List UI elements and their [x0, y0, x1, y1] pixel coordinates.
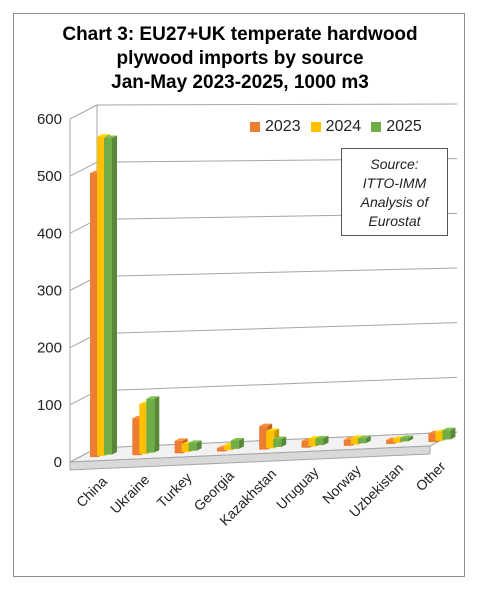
bar-2025-China: [104, 137, 112, 455]
y-tick-label: 200: [37, 340, 62, 357]
x-tick-label: China: [73, 473, 110, 510]
bar-top-2025-China: [104, 135, 117, 138]
bar-2023-Uruguay: [301, 441, 310, 448]
chart-floor-edge: [69, 445, 431, 471]
gridline-side: [69, 104, 98, 120]
source-note: Source: ITTO-IMM Analysis of Eurostat: [341, 148, 448, 236]
x-tick-label: Ukraine: [107, 471, 153, 517]
bar-2023-Uzbekistan: [386, 440, 395, 444]
bar-2023-China: [90, 173, 98, 458]
y-tick-label: 600: [37, 111, 62, 128]
bar-2025-Kazakhstan: [273, 439, 282, 447]
bar-side-2025-Uzbekistan: [408, 435, 414, 442]
source-line-2: ITTO-IMM: [362, 175, 427, 191]
chart-frame: [13, 13, 465, 577]
bar-2024-Georgia: [223, 445, 232, 451]
bar-2024-Uzbekistan: [393, 438, 402, 443]
bar-2024-Kazakhstan: [266, 430, 275, 449]
bar-top-2025-Other: [442, 427, 456, 431]
bar-2024-Turkey: [181, 444, 190, 453]
legend-swatch-2024: [310, 122, 321, 132]
bar-2025-Ukraine: [146, 398, 155, 453]
bar-2025-Uruguay: [315, 438, 324, 446]
bar-top-2025-Norway: [357, 435, 371, 439]
bar-2023-Norway: [343, 439, 352, 446]
x-tick-label: Turkey: [154, 469, 195, 510]
y-tick-label: 100: [37, 397, 62, 414]
x-tick-label: Uruguay: [273, 464, 322, 513]
source-line-3: Analysis of: [360, 194, 429, 210]
legend-label-2024: 2024: [325, 118, 362, 135]
gridline: [96, 322, 458, 335]
bar-top-2024-China: [97, 134, 110, 137]
legend-item-2024: 2024: [310, 118, 362, 136]
chart-title-line-2: plywood imports by source: [116, 48, 364, 69]
bar-top-2023-Kazakhstan: [259, 423, 273, 427]
bar-top-2024-Kazakhstan: [266, 428, 280, 431]
bar-2024-Other: [435, 432, 444, 441]
bar-side-2025-Uruguay: [323, 435, 329, 446]
source-line-4: Eurostat: [368, 213, 421, 229]
chart-title: Chart 3: EU27+UK temperate hardwood plyw…: [0, 23, 480, 95]
bar-side-2025-Turkey: [196, 440, 202, 451]
bar-top-2023-Turkey: [174, 438, 188, 441]
bar-2025-Norway: [357, 438, 366, 444]
bar-side-2025-Kazakhstan: [281, 436, 287, 447]
y-tick-label: 0: [54, 454, 62, 471]
bar-side-2025-Georgia: [238, 437, 244, 449]
bar-top-2025-Georgia: [230, 437, 244, 441]
x-tick-label: Other: [412, 458, 448, 494]
legend-swatch-2023: [250, 122, 260, 132]
y-tick-label: 500: [37, 168, 62, 185]
bar-side-2025-Other: [450, 427, 456, 440]
legend-label-2025: 2025: [386, 118, 422, 135]
bar-top-2025-Turkey: [188, 440, 202, 443]
bar-2025-Uzbekistan: [400, 438, 409, 442]
bar-side-2025-Norway: [365, 435, 371, 444]
y-tick-label: 300: [37, 283, 62, 300]
bar-2024-Ukraine: [139, 404, 148, 454]
legend-item-2023: 2023: [250, 118, 301, 136]
bar-top-2024-Uruguay: [308, 436, 322, 439]
bar-top-2025-Uruguay: [315, 435, 329, 439]
legend-label-2023: 2023: [265, 118, 301, 135]
bar-2023-Other: [428, 433, 437, 443]
bar-top-2025-Kazakhstan: [273, 436, 287, 440]
bar-2023-Kazakhstan: [259, 426, 268, 450]
bar-2024-Norway: [350, 437, 359, 445]
source-line-1: Source:: [370, 156, 419, 172]
gridline: [96, 376, 458, 392]
bar-top-2025-Uzbekistan: [400, 435, 414, 439]
gridline-side: [69, 161, 98, 177]
bar-side-2025-Ukraine: [154, 396, 160, 453]
y-tick-label: 400: [37, 225, 62, 242]
bar-2025-Georgia: [230, 440, 239, 449]
bar-2025-Other: [442, 430, 451, 440]
bar-2024-Uruguay: [308, 438, 317, 447]
bar-2024-China: [97, 136, 105, 456]
legend-swatch-2025: [371, 122, 382, 132]
gridline: [96, 103, 458, 106]
gridline: [96, 267, 458, 277]
legend-item-2025: 2025: [371, 118, 422, 136]
bar-side-2025-China: [112, 135, 117, 455]
bar-2023-Turkey: [174, 440, 183, 454]
legend: 2023 2024 2025: [250, 118, 422, 136]
bar-2023-Georgia: [216, 448, 225, 452]
bar-2025-Turkey: [188, 442, 197, 451]
chart-title-line-3: Jan-May 2023-2025, 1000 m3: [111, 72, 369, 93]
bar-2023-Ukraine: [132, 418, 141, 456]
bar-top-2024-Norway: [350, 435, 364, 438]
bar-top-2025-Ukraine: [146, 396, 160, 399]
chart-title-line-1: Chart 3: EU27+UK temperate hardwood: [62, 24, 418, 45]
